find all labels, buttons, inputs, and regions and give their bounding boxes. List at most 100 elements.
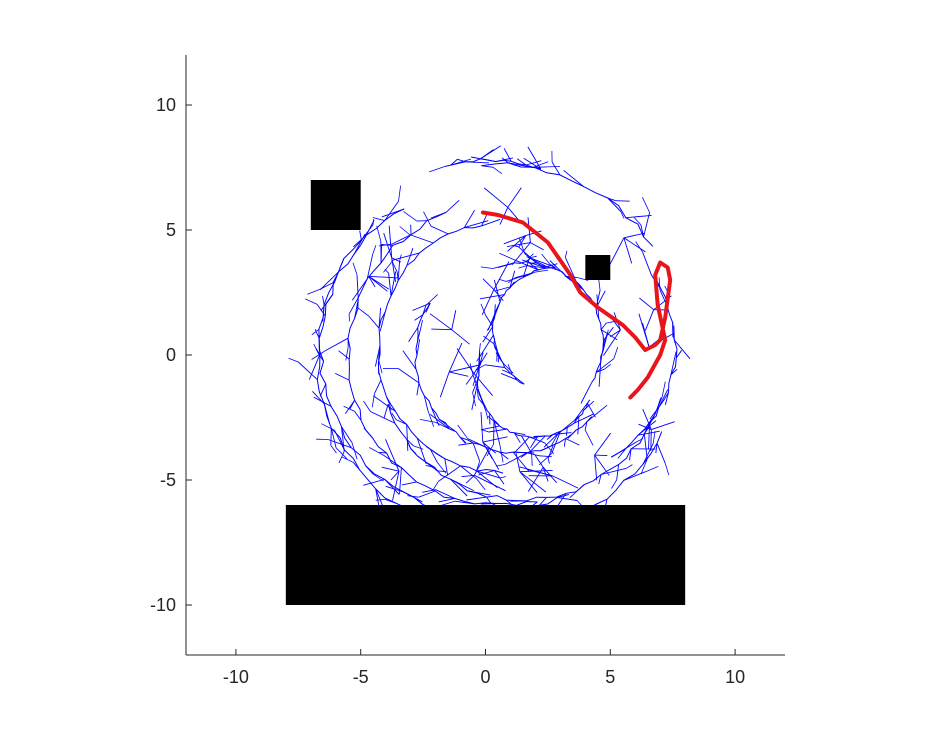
- tree-twig: [406, 424, 409, 451]
- tree-twig: [594, 432, 611, 456]
- tree-twig: [642, 443, 654, 465]
- tree-twig: [480, 303, 486, 316]
- tree-twig: [297, 361, 318, 380]
- tree-twig: [379, 451, 387, 454]
- tree-twig: [610, 448, 626, 458]
- tree-twig: [374, 379, 382, 394]
- tree-twig: [639, 297, 654, 311]
- tree-twig: [319, 271, 339, 291]
- tree-twig: [526, 452, 540, 457]
- tree-twig: [351, 442, 358, 460]
- tree-twig: [431, 328, 452, 331]
- tree-twig: [479, 294, 505, 300]
- tree-twig: [486, 443, 494, 457]
- tree-twig: [359, 230, 362, 241]
- tree-twig: [476, 478, 486, 491]
- tree-twig: [480, 411, 484, 443]
- tree-twig: [391, 257, 397, 282]
- tree-twig: [449, 364, 480, 373]
- tree-twig: [393, 252, 420, 261]
- tree-twig: [565, 438, 580, 446]
- tree-twig: [656, 443, 666, 464]
- tree-twig: [390, 470, 400, 481]
- tree-twig: [620, 211, 625, 219]
- tree-twig: [587, 402, 596, 418]
- tree-twig: [640, 459, 648, 475]
- tree-twig: [484, 364, 505, 368]
- tree-twig: [450, 478, 468, 497]
- tree-twig: [384, 268, 389, 274]
- tree-twig: [430, 225, 449, 235]
- tree-twig: [649, 412, 657, 423]
- tree-twig: [384, 478, 400, 495]
- tree-twig: [644, 309, 655, 331]
- tree-twig: [305, 298, 318, 305]
- tree-twig: [658, 277, 661, 291]
- tree-twig: [518, 265, 527, 269]
- tree-twig: [492, 166, 503, 175]
- tree-twig: [407, 495, 419, 498]
- tree-twig: [420, 320, 423, 326]
- tree-twig: [472, 375, 483, 400]
- tree-twig: [444, 161, 466, 167]
- tree-twig: [541, 253, 550, 265]
- tree-twig: [584, 421, 588, 430]
- tree-twig: [481, 215, 487, 227]
- tree-twig: [368, 315, 380, 329]
- tree-twig: [383, 232, 393, 258]
- tree-twig: [498, 278, 507, 282]
- tree-twig: [370, 411, 395, 424]
- tree-twig: [483, 335, 495, 345]
- tree-twig: [498, 451, 509, 460]
- tree-twig: [384, 498, 397, 504]
- tree-twig: [649, 407, 660, 420]
- tree-twig: [527, 261, 539, 271]
- tree-twig: [480, 352, 484, 361]
- tree-twig: [439, 371, 450, 398]
- tree-twig: [429, 448, 438, 463]
- tree-twig: [464, 220, 489, 229]
- tree-twig: [422, 305, 427, 315]
- tree-twig: [519, 469, 553, 473]
- tree-twig: [448, 342, 463, 373]
- y-tick-label: 5: [166, 220, 176, 240]
- y-tick-label: 0: [166, 345, 176, 365]
- tree-twig: [527, 146, 542, 170]
- tree-twig: [623, 237, 633, 264]
- x-tick-label: 0: [480, 667, 490, 687]
- tree-twig: [356, 306, 369, 317]
- tree-twig: [403, 491, 423, 503]
- tree-twig: [616, 464, 620, 480]
- tree-twig: [480, 149, 494, 160]
- y-tick-label: -10: [150, 595, 176, 615]
- tree-twig: [476, 388, 479, 399]
- tree-twig: [430, 211, 447, 219]
- tree-twig: [316, 304, 326, 317]
- tree-twig: [432, 480, 439, 492]
- tree-twig: [354, 410, 362, 421]
- x-tick-label: 5: [605, 667, 615, 687]
- tree-twig: [463, 209, 475, 228]
- tree-twig: [602, 335, 608, 352]
- tree-twig: [500, 372, 517, 381]
- tree-branch: [347, 211, 538, 506]
- tree-twig: [476, 470, 501, 479]
- tree-twig: [623, 471, 646, 481]
- tree-twig: [429, 313, 452, 331]
- tree-twig: [311, 350, 326, 360]
- tree-twig: [351, 278, 368, 301]
- tree-twig: [375, 498, 385, 501]
- tree-twig: [473, 352, 488, 374]
- tree-twig: [513, 436, 530, 454]
- tree-twig: [502, 369, 511, 375]
- tree-twig: [373, 395, 396, 412]
- tree-twig: [611, 479, 618, 489]
- tree-twig: [314, 329, 320, 339]
- tree-twig: [320, 294, 334, 311]
- tree-twig: [366, 219, 375, 236]
- tree-twig: [409, 447, 417, 455]
- tree-twig: [438, 465, 461, 482]
- tree-twig: [395, 419, 407, 425]
- tree-twig: [495, 352, 501, 360]
- tree-twig: [604, 363, 611, 370]
